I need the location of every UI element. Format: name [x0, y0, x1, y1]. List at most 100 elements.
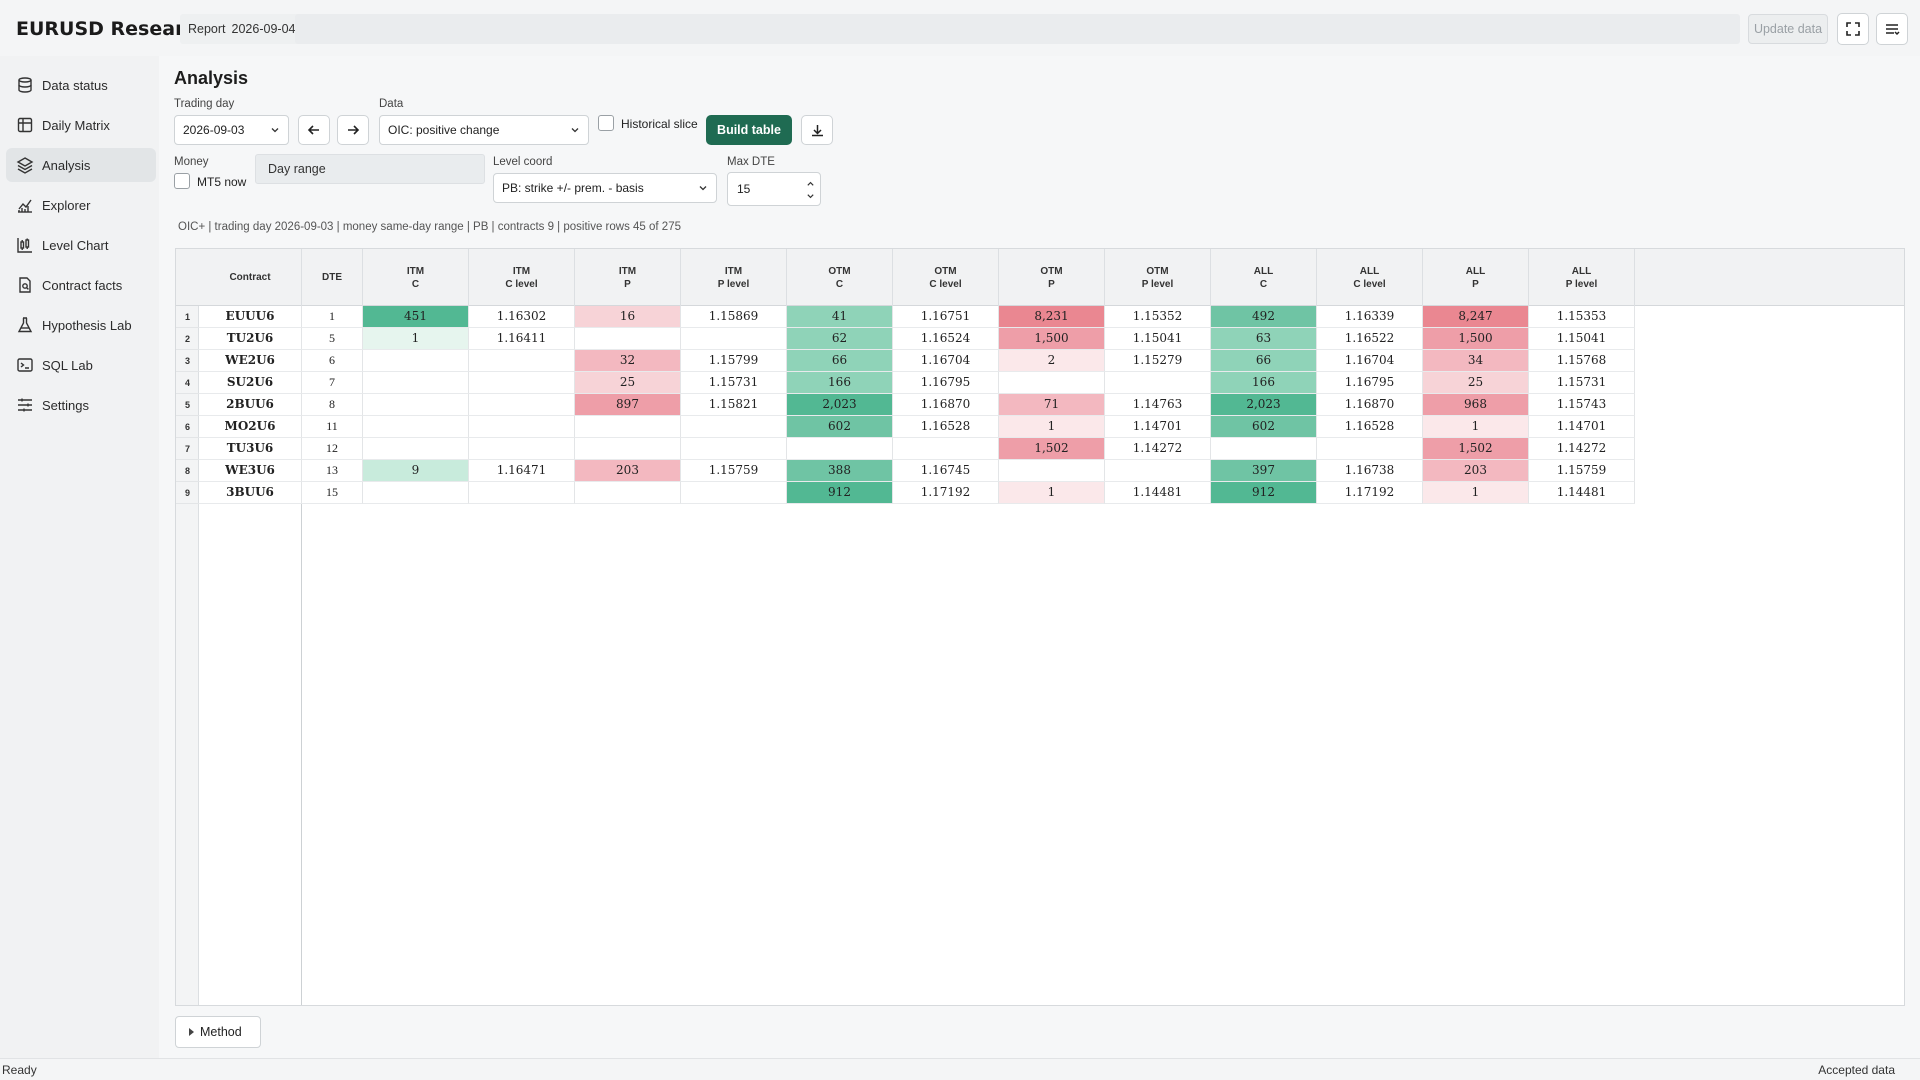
contract-cell[interactable]: WE3U6 [199, 460, 302, 482]
table-cell-otm-pl[interactable] [1105, 460, 1211, 482]
table-cell-all-c[interactable]: 166 [1211, 372, 1317, 394]
table-cell-all-p[interactable]: 8,247 [1423, 306, 1529, 328]
table-cell-itm-pl[interactable]: 1.15731 [681, 372, 787, 394]
table-cell-dte[interactable]: 12 [302, 438, 363, 460]
level-coord-select[interactable]: PB: strike +/- prem. - basis [493, 173, 717, 203]
table-cell-all-cl[interactable] [1317, 438, 1423, 460]
table-cell-itm-c[interactable]: 9 [363, 460, 469, 482]
table-cell-itm-cl[interactable]: 1.16302 [469, 306, 575, 328]
max-dte-stepper[interactable]: 15 [727, 172, 821, 206]
table-cell-itm-c[interactable] [363, 372, 469, 394]
settings-menu-button[interactable] [1876, 13, 1908, 45]
sidebar-item-sql-lab[interactable]: SQL Lab [6, 348, 156, 382]
table-cell-otm-p[interactable] [999, 460, 1105, 482]
column-header-itm-pl[interactable]: ITM P level [681, 249, 787, 306]
trading-day-select[interactable]: 2026-09-03 [174, 115, 289, 145]
column-header-all-cl[interactable]: ALL C level [1317, 249, 1423, 306]
table-cell-itm-p[interactable]: 203 [575, 460, 681, 482]
table-cell-dte[interactable]: 13 [302, 460, 363, 482]
table-cell-otm-cl[interactable]: 1.16704 [893, 350, 999, 372]
contract-cell[interactable]: MO2U6 [199, 416, 302, 438]
table-cell-itm-cl[interactable]: 1.16411 [469, 328, 575, 350]
day-range-toggle[interactable]: Day range [255, 154, 485, 184]
table-cell-itm-c[interactable] [363, 482, 469, 504]
table-cell-all-pl[interactable]: 1.15759 [1529, 460, 1635, 482]
table-cell-itm-c[interactable]: 1 [363, 328, 469, 350]
contract-cell[interactable]: 2BUU6 [199, 394, 302, 416]
sidebar-item-level-chart[interactable]: Level Chart [6, 228, 156, 262]
table-cell-otm-p[interactable]: 1,502 [999, 438, 1105, 460]
table-cell-otm-c[interactable]: 2,023 [787, 394, 893, 416]
table-cell-itm-pl[interactable] [681, 416, 787, 438]
prev-day-button[interactable] [298, 115, 330, 145]
table-cell-all-pl[interactable]: 1.15768 [1529, 350, 1635, 372]
table-cell-all-pl[interactable]: 1.14272 [1529, 438, 1635, 460]
table-cell-otm-pl[interactable]: 1.15279 [1105, 350, 1211, 372]
table-cell-all-cl[interactable]: 1.16704 [1317, 350, 1423, 372]
table-cell-dte[interactable]: 5 [302, 328, 363, 350]
table-cell-itm-p[interactable]: 32 [575, 350, 681, 372]
table-cell-itm-cl[interactable]: 1.16471 [469, 460, 575, 482]
table-cell-otm-cl[interactable]: 1.16870 [893, 394, 999, 416]
table-cell-itm-c[interactable] [363, 394, 469, 416]
table-cell-all-pl[interactable]: 1.14701 [1529, 416, 1635, 438]
table-cell-dte[interactable]: 11 [302, 416, 363, 438]
table-cell-otm-pl[interactable]: 1.15352 [1105, 306, 1211, 328]
table-cell-all-cl[interactable]: 1.16522 [1317, 328, 1423, 350]
table-cell-itm-cl[interactable] [469, 394, 575, 416]
table-cell-otm-p[interactable]: 1 [999, 482, 1105, 504]
table-cell-itm-pl[interactable]: 1.15821 [681, 394, 787, 416]
table-cell-all-p[interactable]: 1,502 [1423, 438, 1529, 460]
table-cell-all-p[interactable]: 1,500 [1423, 328, 1529, 350]
table-cell-all-cl[interactable]: 1.17192 [1317, 482, 1423, 504]
table-cell-otm-p[interactable] [999, 372, 1105, 394]
table-cell-all-cl[interactable]: 1.16339 [1317, 306, 1423, 328]
table-cell-itm-cl[interactable] [469, 350, 575, 372]
table-cell-itm-pl[interactable] [681, 438, 787, 460]
table-cell-all-pl[interactable]: 1.15731 [1529, 372, 1635, 394]
table-cell-itm-c[interactable] [363, 438, 469, 460]
table-cell-dte[interactable]: 1 [302, 306, 363, 328]
table-cell-otm-c[interactable]: 602 [787, 416, 893, 438]
contract-cell[interactable]: WE2U6 [199, 350, 302, 372]
sidebar-item-settings[interactable]: Settings [6, 388, 156, 422]
table-cell-all-cl[interactable]: 1.16795 [1317, 372, 1423, 394]
table-cell-itm-pl[interactable] [681, 328, 787, 350]
table-cell-otm-c[interactable]: 62 [787, 328, 893, 350]
table-cell-itm-cl[interactable] [469, 482, 575, 504]
table-cell-dte[interactable]: 6 [302, 350, 363, 372]
contract-cell[interactable]: EUUU6 [199, 306, 302, 328]
table-cell-all-pl[interactable]: 1.15041 [1529, 328, 1635, 350]
column-header-otm-c[interactable]: OTM C [787, 249, 893, 306]
table-cell-otm-pl[interactable]: 1.14763 [1105, 394, 1211, 416]
table-cell-otm-p[interactable]: 2 [999, 350, 1105, 372]
table-cell-otm-p[interactable]: 1 [999, 416, 1105, 438]
table-cell-all-cl[interactable]: 1.16528 [1317, 416, 1423, 438]
table-cell-itm-c[interactable] [363, 416, 469, 438]
contract-cell[interactable]: SU2U6 [199, 372, 302, 394]
table-cell-otm-cl[interactable]: 1.16795 [893, 372, 999, 394]
table-cell-all-c[interactable]: 397 [1211, 460, 1317, 482]
table-cell-all-p[interactable]: 34 [1423, 350, 1529, 372]
table-cell-dte[interactable]: 8 [302, 394, 363, 416]
table-cell-all-c[interactable]: 492 [1211, 306, 1317, 328]
table-cell-itm-c[interactable] [363, 350, 469, 372]
table-cell-otm-cl[interactable]: 1.16751 [893, 306, 999, 328]
column-header-itm-p[interactable]: ITM P [575, 249, 681, 306]
table-cell-itm-p[interactable] [575, 482, 681, 504]
table-cell-all-cl[interactable]: 1.16738 [1317, 460, 1423, 482]
table-cell-itm-p[interactable] [575, 416, 681, 438]
table-cell-otm-c[interactable]: 66 [787, 350, 893, 372]
table-cell-all-pl[interactable]: 1.15353 [1529, 306, 1635, 328]
table-cell-otm-cl[interactable] [893, 438, 999, 460]
column-header-contract[interactable]: Contract [199, 249, 302, 306]
table-cell-otm-cl[interactable]: 1.17192 [893, 482, 999, 504]
table-cell-all-cl[interactable]: 1.16870 [1317, 394, 1423, 416]
table-cell-all-pl[interactable]: 1.14481 [1529, 482, 1635, 504]
table-cell-all-p[interactable]: 968 [1423, 394, 1529, 416]
table-cell-itm-pl[interactable]: 1.15799 [681, 350, 787, 372]
method-expander[interactable]: Method [175, 1016, 261, 1048]
table-cell-itm-c[interactable]: 451 [363, 306, 469, 328]
next-day-button[interactable] [337, 115, 369, 145]
table-cell-all-c[interactable]: 2,023 [1211, 394, 1317, 416]
